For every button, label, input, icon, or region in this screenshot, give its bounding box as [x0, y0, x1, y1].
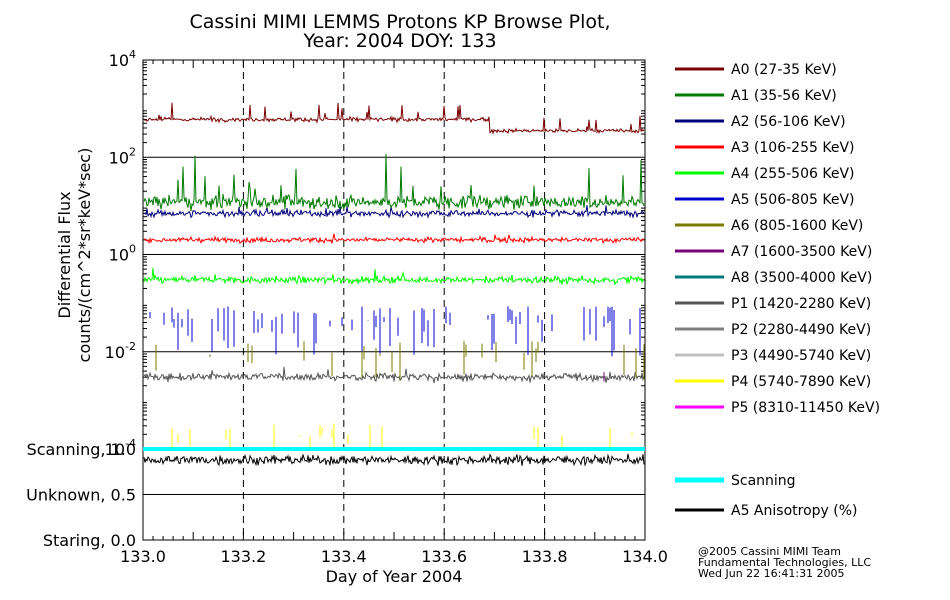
legend: A0 (27-35 KeV) A1 (35-56 KeV) A2 (56-106 K… — [675, 62, 880, 519]
y-tick-label: 10-4 — [105, 437, 136, 459]
chart-title-line2: Year: 2004 DOY: 133 — [302, 30, 496, 52]
credits: @2005 Cassini MIMI Team Fundamental Tech… — [698, 545, 871, 580]
legend-label: A5 Anisotropy (%) — [731, 503, 858, 519]
legend-label: P5 (8310-11450 KeV) — [731, 400, 880, 416]
x-tick-label: 133.8 — [522, 547, 568, 566]
lower-panel-y-label: Staring, 0.0 — [43, 531, 136, 550]
legend-label: P1 (1420-2280 KeV) — [731, 296, 871, 312]
legend-label: P2 (2280-4490 KeV) — [731, 322, 871, 338]
x-tick-label: 133.2 — [220, 547, 266, 566]
legend-label: A3 (106-255 KeV) — [731, 140, 854, 156]
anisotropy-line — [143, 453, 645, 467]
x-tick-label: 133.4 — [321, 547, 367, 566]
y-axis-label: Differential Flux counts/(cm^2*sr*keV*se… — [55, 148, 94, 363]
legend-label: P3 (4490-5740 KeV) — [731, 348, 871, 364]
series-line — [143, 205, 645, 219]
series-line — [143, 267, 645, 286]
series-line — [143, 102, 645, 135]
legend-label: A5 (506-805 KeV) — [731, 192, 854, 208]
legend-label: A6 (805-1600 KeV) — [731, 218, 863, 234]
y-axis-label-line2: counts/(cm^2*sr*keV*sec) — [75, 148, 94, 363]
plot-frame — [142, 59, 646, 541]
x-tick-label: 133.0 — [120, 547, 166, 566]
legend-label: A1 (35-56 KeV) — [731, 88, 837, 104]
lower-panel-y-label: Unknown, 0.5 — [26, 486, 136, 505]
legend-label: P4 (5740-7890 KeV) — [731, 374, 871, 390]
credit-line-2: Fundamental Technologies, LLC — [698, 556, 871, 569]
legend-label: A4 (255-506 KeV) — [731, 166, 854, 182]
y-tick-label: 100 — [109, 243, 136, 265]
legend-label: A0 (27-35 KeV) — [731, 62, 837, 78]
y-axis-label-line1: Differential Flux — [55, 191, 74, 318]
credit-line-3: Wed Jun 22 16:41:31 2005 — [698, 567, 845, 580]
legend-label: A7 (1600-3500 KeV) — [731, 244, 872, 260]
legend-label: A8 (3500-4000 KeV) — [731, 270, 872, 286]
chart-title-line1: Cassini MIMI LEMMS Protons KP Browse Plo… — [189, 11, 610, 33]
legend-label: A2 (56-106 KeV) — [731, 114, 846, 130]
series-line — [143, 154, 645, 212]
y-tick-label: 10-2 — [105, 340, 136, 362]
y-tick-label: 104 — [109, 48, 136, 70]
credit-line-1: @2005 Cassini MIMI Team — [698, 545, 841, 558]
x-axis-label: Day of Year 2004 — [326, 567, 463, 586]
x-tick-label: 134.0 — [622, 547, 668, 566]
y-tick-label: 102 — [109, 145, 136, 167]
series-line — [143, 233, 645, 245]
lower-panel-y-label: Scanning, 1.0 — [27, 440, 136, 459]
legend-label: Scanning — [731, 473, 796, 489]
series-line — [143, 366, 645, 384]
x-tick-label: 133.6 — [421, 547, 467, 566]
